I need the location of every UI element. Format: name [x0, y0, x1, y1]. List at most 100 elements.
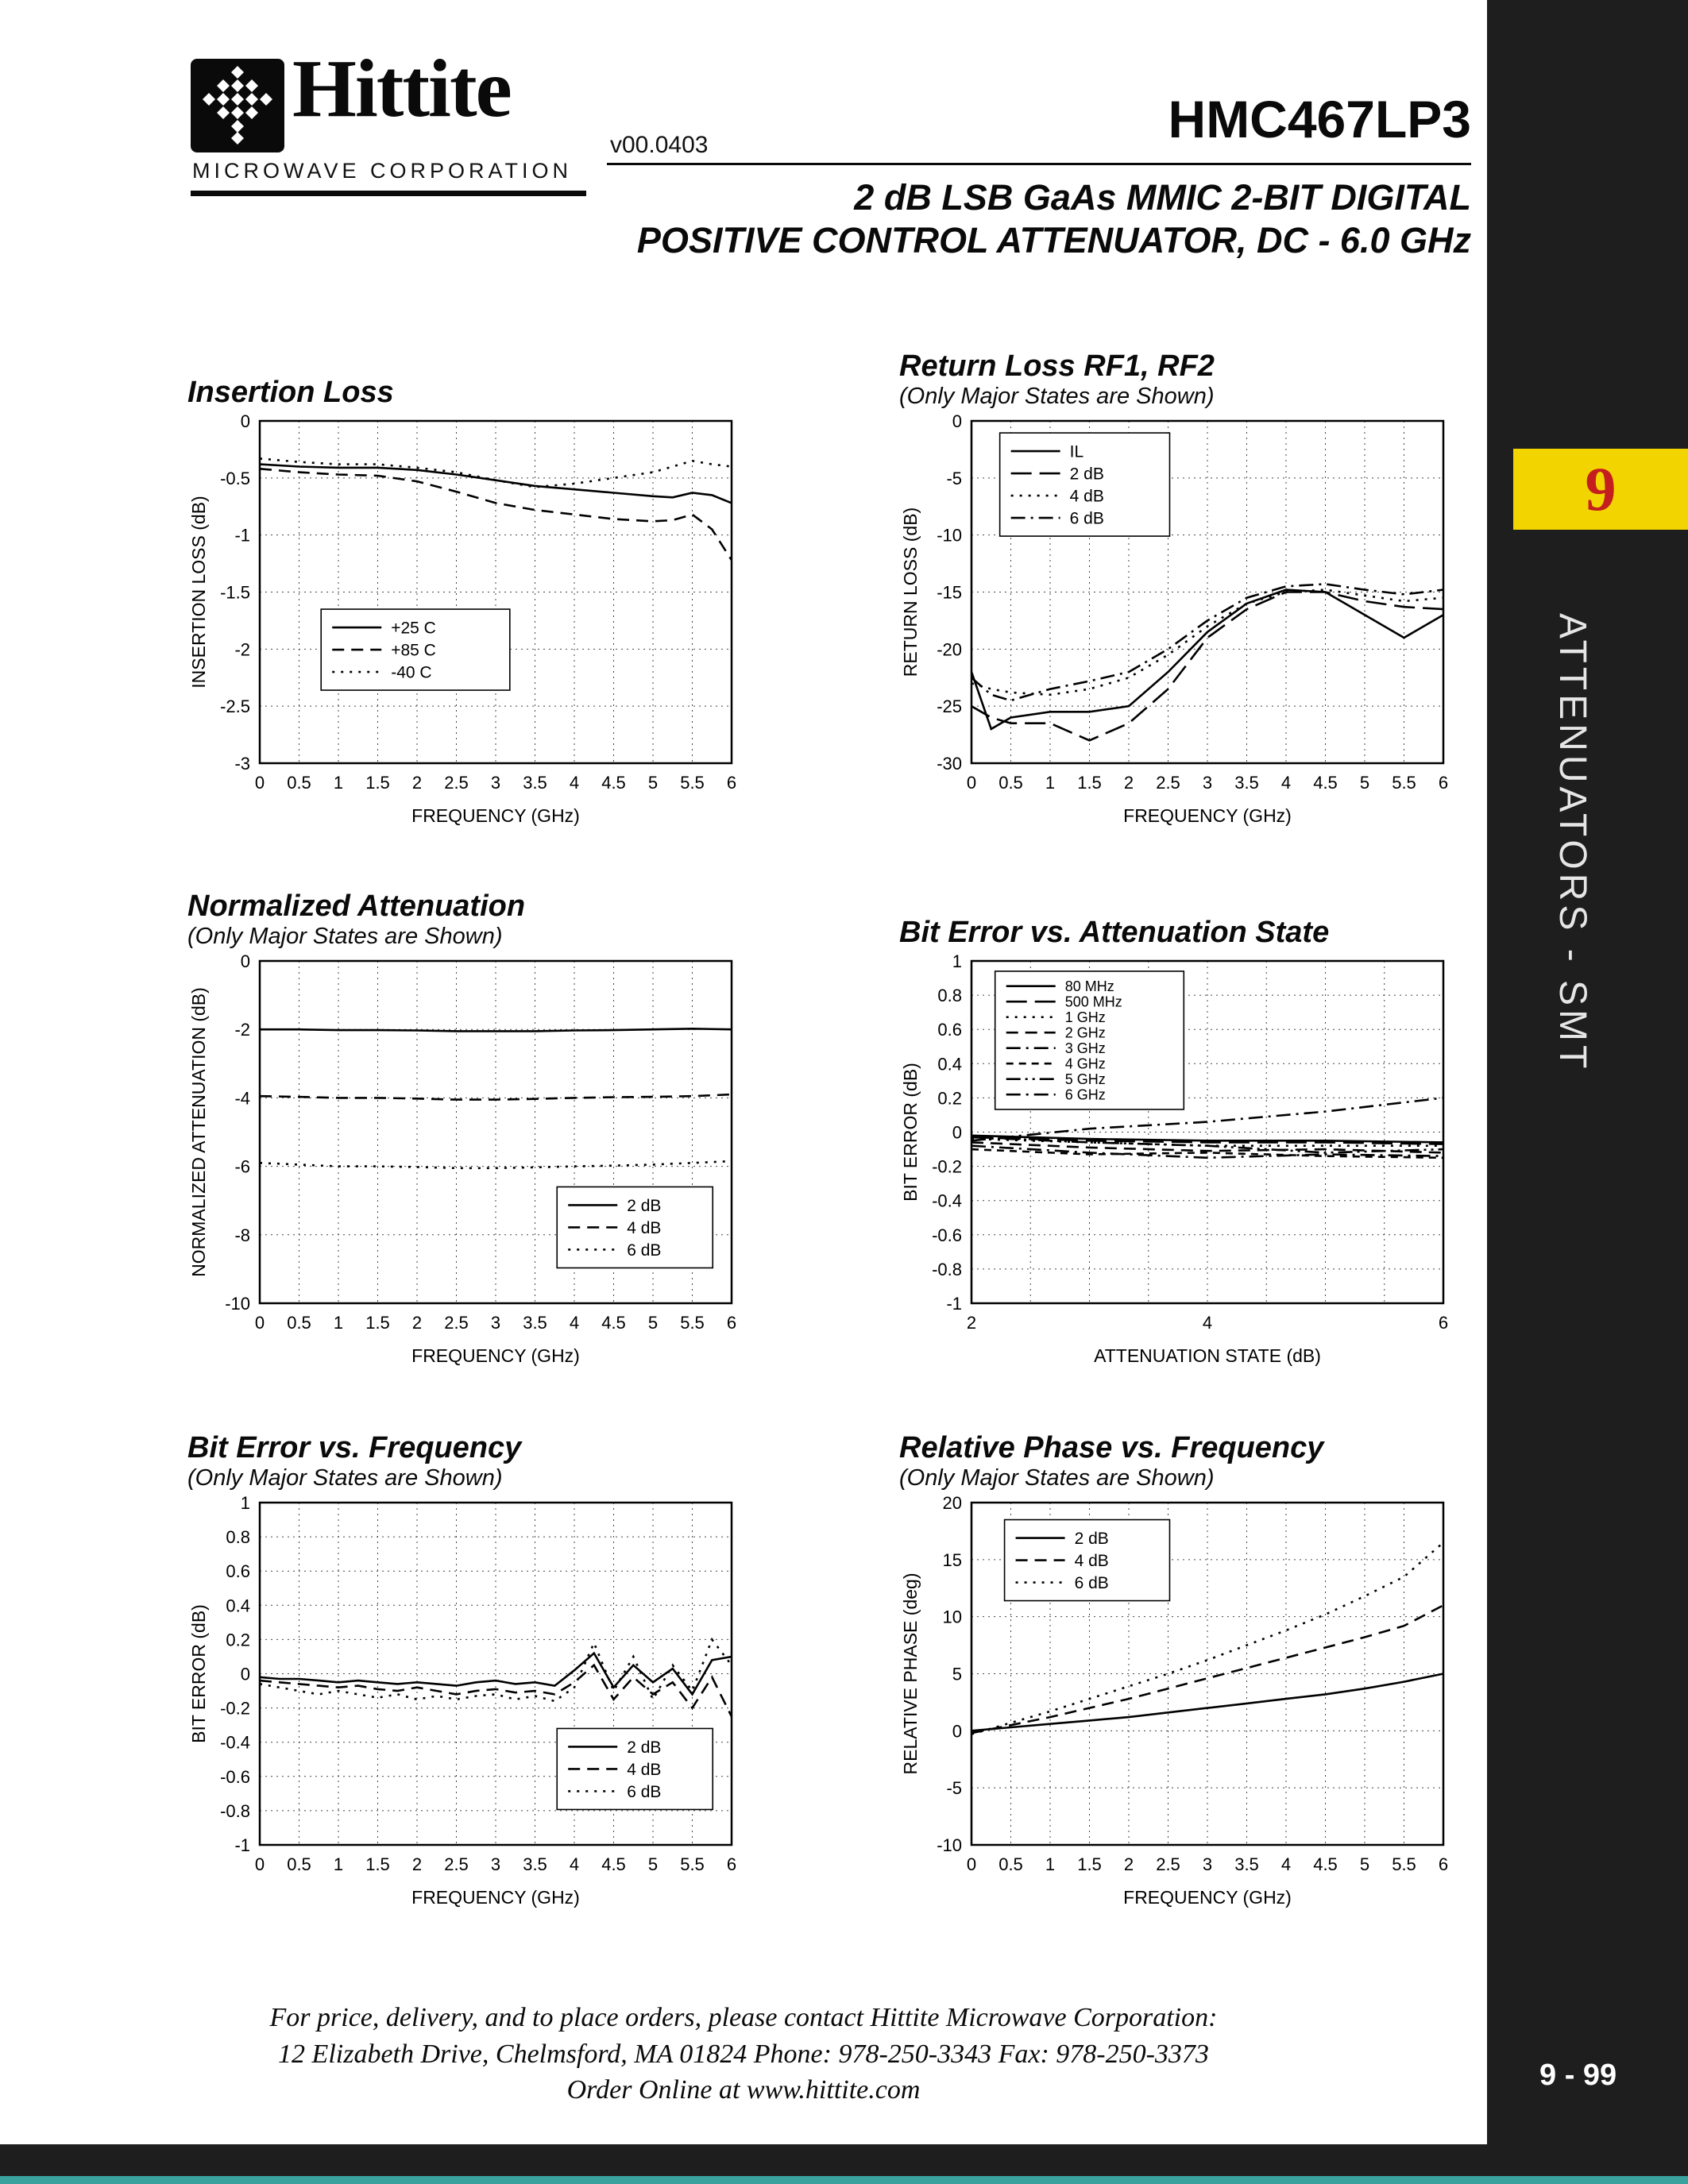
svg-text:-30: -30	[937, 754, 962, 774]
svg-text:5: 5	[1360, 773, 1369, 793]
svg-text:IL: IL	[1070, 442, 1084, 461]
svg-text:FREQUENCY (GHz): FREQUENCY (GHz)	[411, 805, 580, 826]
svg-text:FREQUENCY (GHz): FREQUENCY (GHz)	[1123, 1887, 1292, 1908]
logo-wordmark: Hittite	[292, 43, 512, 134]
svg-text:RETURN LOSS (dB): RETURN LOSS (dB)	[900, 507, 921, 677]
svg-text:+25 C: +25 C	[391, 619, 436, 637]
svg-text:0: 0	[241, 411, 250, 431]
svg-text:3 GHz: 3 GHz	[1065, 1040, 1106, 1056]
svg-text:2 dB: 2 dB	[627, 1738, 661, 1757]
svg-text:2 dB: 2 dB	[1070, 465, 1104, 483]
svg-text:0.5: 0.5	[999, 1854, 1023, 1874]
svg-text:-2.5: -2.5	[220, 696, 250, 716]
svg-text:4 dB: 4 dB	[627, 1219, 661, 1237]
svg-text:-15: -15	[937, 583, 962, 603]
svg-text:6: 6	[727, 1854, 736, 1874]
svg-text:1: 1	[334, 1313, 343, 1333]
doc-subtitle: 2 dB LSB GaAs MMIC 2-BIT DIGITAL POSITIV…	[637, 176, 1471, 262]
chart-insertion-loss: Insertion Loss 0 0.5 1 1.5 2 2.5 3 3.5 4 4.5 5 5.5 6…	[184, 334, 744, 847]
footer-line1: For price, delivery, and to place orders…	[269, 2003, 1218, 2032]
header-rule	[607, 163, 1471, 165]
svg-text:0: 0	[967, 773, 976, 793]
footer-contact: For price, delivery, and to place orders…	[0, 2000, 1487, 2109]
svg-text:2.5: 2.5	[1156, 1854, 1180, 1874]
svg-text:2.5: 2.5	[444, 773, 469, 793]
svg-text:-3: -3	[234, 754, 250, 774]
chart-subtitle: (Only Major States are Shown)	[899, 1465, 1215, 1491]
svg-text:-10: -10	[937, 526, 962, 546]
chart-bit-error-vs-frequency: Bit Error vs. Frequency (Only Major Stat…	[184, 1415, 744, 1928]
svg-text:1.5: 1.5	[365, 1854, 390, 1874]
svg-text:1.5: 1.5	[1077, 773, 1102, 793]
svg-text:2: 2	[1124, 1854, 1134, 1874]
svg-text:2 dB: 2 dB	[1075, 1530, 1109, 1548]
section-number: 9	[1585, 454, 1617, 523]
svg-text:BIT ERROR (dB): BIT ERROR (dB)	[188, 1604, 209, 1743]
svg-text:0.5: 0.5	[287, 1854, 311, 1874]
chart-normalized-attenuation: Normalized Attenuation (Only Major State…	[184, 874, 744, 1387]
svg-text:5: 5	[1360, 1854, 1369, 1874]
chart-title: Bit Error vs. Frequency	[187, 1431, 522, 1464]
svg-text:NORMALIZED ATTENUATION (dB): NORMALIZED ATTENUATION (dB)	[188, 987, 209, 1277]
svg-text:80 MHz: 80 MHz	[1065, 978, 1114, 994]
svg-text:+85 C: +85 C	[391, 641, 436, 659]
svg-text:1: 1	[952, 951, 962, 971]
svg-text:1.5: 1.5	[365, 1313, 390, 1333]
svg-text:INSERTION LOSS (dB): INSERTION LOSS (dB)	[188, 496, 209, 688]
svg-text:-0.6: -0.6	[932, 1225, 962, 1245]
svg-text:6 dB: 6 dB	[1070, 509, 1104, 527]
svg-text:4.5: 4.5	[601, 1854, 626, 1874]
chart-plot-insertion-loss: 0 0.5 1 1.5 2 2.5 3 3.5 4 4.5 5 5.5 6 0 -0.5 -1 -1.5 -2 -2…	[188, 411, 736, 826]
svg-text:-5: -5	[946, 1778, 962, 1798]
svg-text:6: 6	[1439, 773, 1448, 793]
svg-text:-1: -1	[234, 526, 250, 546]
svg-text:-0.2: -0.2	[932, 1157, 962, 1177]
svg-text:5.5: 5.5	[680, 1854, 705, 1874]
svg-text:-40 C: -40 C	[391, 663, 431, 681]
svg-text:2: 2	[412, 1854, 422, 1874]
svg-text:10: 10	[943, 1607, 962, 1627]
svg-text:2: 2	[1124, 773, 1134, 793]
chart-relative-phase-vs-frequency: Relative Phase vs. Frequency (Only Major…	[896, 1415, 1456, 1928]
svg-text:0: 0	[241, 951, 250, 971]
svg-text:6 dB: 6 dB	[627, 1783, 661, 1801]
chart-plot-normalized-attenuation: 0 0.5 1 1.5 2 2.5 3 3.5 4 4.5 5 5.5 6 0 -2 -4 -6 -8 -10 FRE…	[188, 951, 736, 1366]
svg-text:FREQUENCY (GHz): FREQUENCY (GHz)	[411, 1345, 580, 1366]
svg-text:4.5: 4.5	[1313, 1854, 1338, 1874]
svg-text:0.2: 0.2	[937, 1088, 962, 1108]
svg-text:-0.5: -0.5	[220, 469, 250, 488]
svg-text:-25: -25	[937, 696, 962, 716]
chart-subtitle: (Only Major States are Shown)	[187, 1465, 503, 1491]
svg-text:0.4: 0.4	[937, 1054, 962, 1074]
svg-text:2.5: 2.5	[1156, 773, 1180, 793]
svg-text:6: 6	[727, 773, 736, 793]
svg-text:ATTENUATION STATE (dB): ATTENUATION STATE (dB)	[1094, 1345, 1321, 1366]
svg-text:4.5: 4.5	[601, 773, 626, 793]
svg-text:1: 1	[241, 1493, 250, 1513]
svg-text:-20: -20	[937, 639, 962, 659]
doc-subtitle-line1: 2 dB LSB GaAs MMIC 2-BIT DIGITAL	[854, 177, 1471, 218]
svg-text:-0.2: -0.2	[220, 1699, 250, 1719]
svg-text:-1: -1	[946, 1294, 962, 1314]
svg-text:2: 2	[412, 773, 422, 793]
svg-text:15: 15	[943, 1550, 962, 1570]
svg-text:5.5: 5.5	[680, 1313, 705, 1333]
svg-text:6: 6	[727, 1313, 736, 1333]
svg-text:2: 2	[412, 1313, 422, 1333]
svg-text:-0.4: -0.4	[220, 1733, 250, 1753]
svg-text:-1: -1	[234, 1835, 250, 1855]
side-band	[1487, 0, 1688, 2184]
svg-text:4 GHz: 4 GHz	[1065, 1055, 1106, 1071]
chart-subtitle: (Only Major States are Shown)	[899, 384, 1215, 409]
svg-text:-2: -2	[234, 639, 250, 659]
svg-text:5 GHz: 5 GHz	[1065, 1071, 1106, 1087]
svg-text:6 dB: 6 dB	[627, 1241, 661, 1260]
svg-text:4: 4	[570, 1313, 579, 1333]
footer-line2: 12 Elizabeth Drive, Chelmsford, MA 01824…	[278, 2039, 1209, 2069]
svg-text:0.6: 0.6	[226, 1561, 250, 1581]
svg-text:-5: -5	[946, 469, 962, 488]
svg-text:4.5: 4.5	[1313, 773, 1338, 793]
svg-text:5.5: 5.5	[1392, 1854, 1416, 1874]
svg-text:4: 4	[570, 1854, 579, 1874]
